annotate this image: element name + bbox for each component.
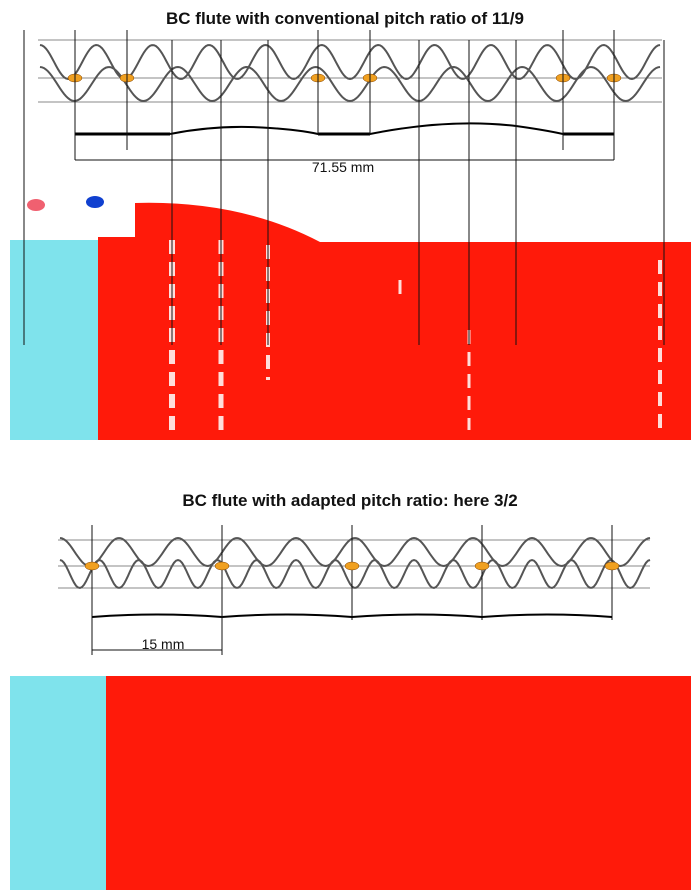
bottom-title: BC flute with adapted pitch ratio: here … bbox=[182, 491, 517, 510]
node bbox=[215, 562, 229, 570]
bottom-sample bbox=[10, 676, 691, 890]
node bbox=[85, 562, 99, 570]
top-dimension-label: 71.55 mm bbox=[312, 159, 374, 175]
top-title: BC flute with conventional pitch ratio o… bbox=[166, 9, 524, 28]
wave bbox=[40, 45, 660, 79]
bottom-dimension-label: 15 mm bbox=[142, 636, 185, 652]
wave bbox=[60, 538, 650, 566]
top-dimension bbox=[75, 123, 614, 160]
top-flute bbox=[38, 40, 662, 102]
top-sample bbox=[10, 196, 691, 440]
node bbox=[345, 562, 359, 570]
bottom-flute bbox=[58, 525, 650, 620]
node bbox=[605, 562, 619, 570]
node bbox=[475, 562, 489, 570]
diagram: BC flute with conventional pitch ratio o… bbox=[0, 0, 691, 890]
